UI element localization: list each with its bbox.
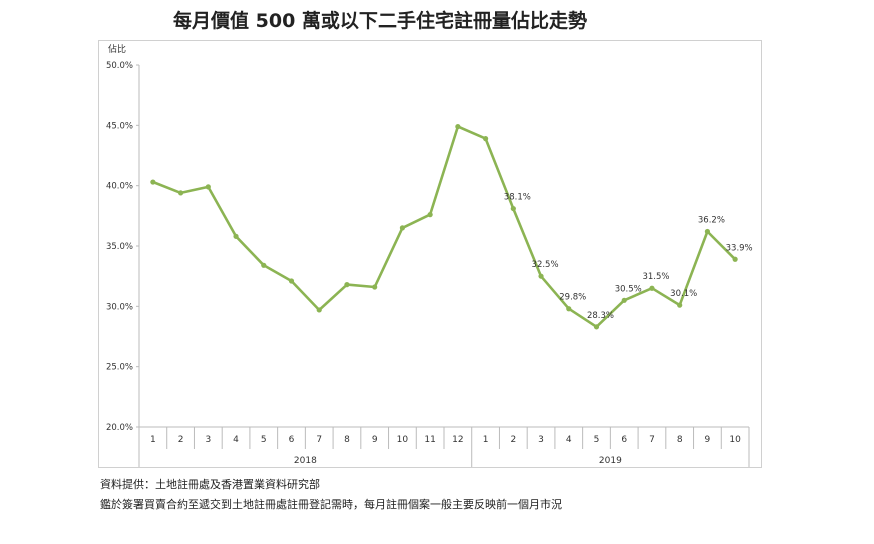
x-tick-label: 10: [397, 435, 409, 445]
data-point: [399, 225, 406, 231]
group-label-2019: 2019: [599, 456, 622, 466]
data-label: 29.8%: [559, 293, 586, 303]
y-tick-label: 50.0%: [106, 61, 133, 71]
x-tick-label: 5: [261, 435, 267, 445]
data-point: [566, 306, 572, 312]
y-axis-label: 佔比: [108, 43, 126, 55]
data-label: 38.1%: [504, 193, 531, 203]
data-label: 36.2%: [698, 216, 725, 226]
data-point: [427, 212, 433, 218]
data-point: [233, 233, 239, 239]
data-label: 32.5%: [532, 260, 559, 270]
y-tick-label: 40.0%: [106, 182, 133, 192]
footnote: 鑑於簽署買賣合約至遞交到土地註冊處註冊登記需時，每月註冊個案一般主要反映前一個月…: [100, 498, 562, 511]
x-tick-label: 4: [233, 435, 239, 445]
data-point: [677, 302, 683, 308]
x-tick-label: 8: [344, 435, 350, 445]
y-tick-label: 45.0%: [106, 121, 133, 131]
data-point: [205, 184, 211, 190]
data-point: [649, 285, 655, 291]
x-tick-label: 9: [372, 435, 378, 445]
x-tick-label: 3: [538, 435, 544, 445]
x-tick-label: 1: [483, 435, 489, 445]
x-tick-label: 7: [649, 435, 655, 445]
chart-title: 每月價值 500 萬或以下二手住宅註冊量佔比走勢: [173, 10, 587, 32]
data-point: [732, 256, 738, 262]
x-tick-label: 2: [510, 435, 516, 445]
data-point: [344, 282, 350, 288]
x-tick-label: 12: [452, 435, 463, 445]
x-tick-label: 9: [705, 435, 711, 445]
x-tick-label: 8: [677, 435, 683, 445]
data-point: [482, 136, 489, 142]
x-tick-label: 11: [424, 435, 435, 445]
data-label: 33.9%: [726, 243, 753, 253]
x-tick-label: 7: [316, 435, 322, 445]
data-point: [621, 297, 627, 303]
data-label: 30.5%: [615, 284, 642, 294]
data-point: [510, 205, 516, 212]
x-tick-label: 10: [729, 435, 741, 445]
data-point: [261, 262, 267, 268]
x-tick-label: 6: [289, 435, 295, 445]
data-point: [704, 228, 711, 235]
chart-frame: [98, 40, 762, 468]
x-tick-label: 4: [566, 435, 572, 445]
y-tick-label: 25.0%: [106, 363, 133, 373]
x-tick-label: 6: [621, 435, 627, 445]
source-note: 資料提供：土地註冊處及香港置業資料研究部: [100, 478, 320, 491]
x-tick-label: 1: [150, 435, 156, 445]
data-label: 28.3%: [587, 311, 614, 321]
data-point: [288, 278, 295, 284]
x-tick-label: 5: [594, 435, 600, 445]
data-point: [593, 324, 600, 330]
x-tick-label: 3: [205, 435, 211, 445]
data-point: [316, 307, 322, 313]
data-point: [455, 123, 461, 130]
data-point: [177, 190, 184, 196]
x-tick-label: 2: [178, 435, 184, 445]
group-label-2018: 2018: [294, 456, 317, 466]
y-tick-label: 30.0%: [106, 302, 133, 312]
data-point: [150, 179, 156, 185]
data-label: 30.1%: [670, 289, 697, 299]
series-line: [152, 125, 737, 329]
data-point: [538, 273, 544, 279]
y-tick-label: 35.0%: [106, 242, 133, 252]
y-tick-label: 20.0%: [106, 423, 133, 433]
data-point: [372, 284, 378, 290]
data-label: 31.5%: [642, 272, 669, 282]
